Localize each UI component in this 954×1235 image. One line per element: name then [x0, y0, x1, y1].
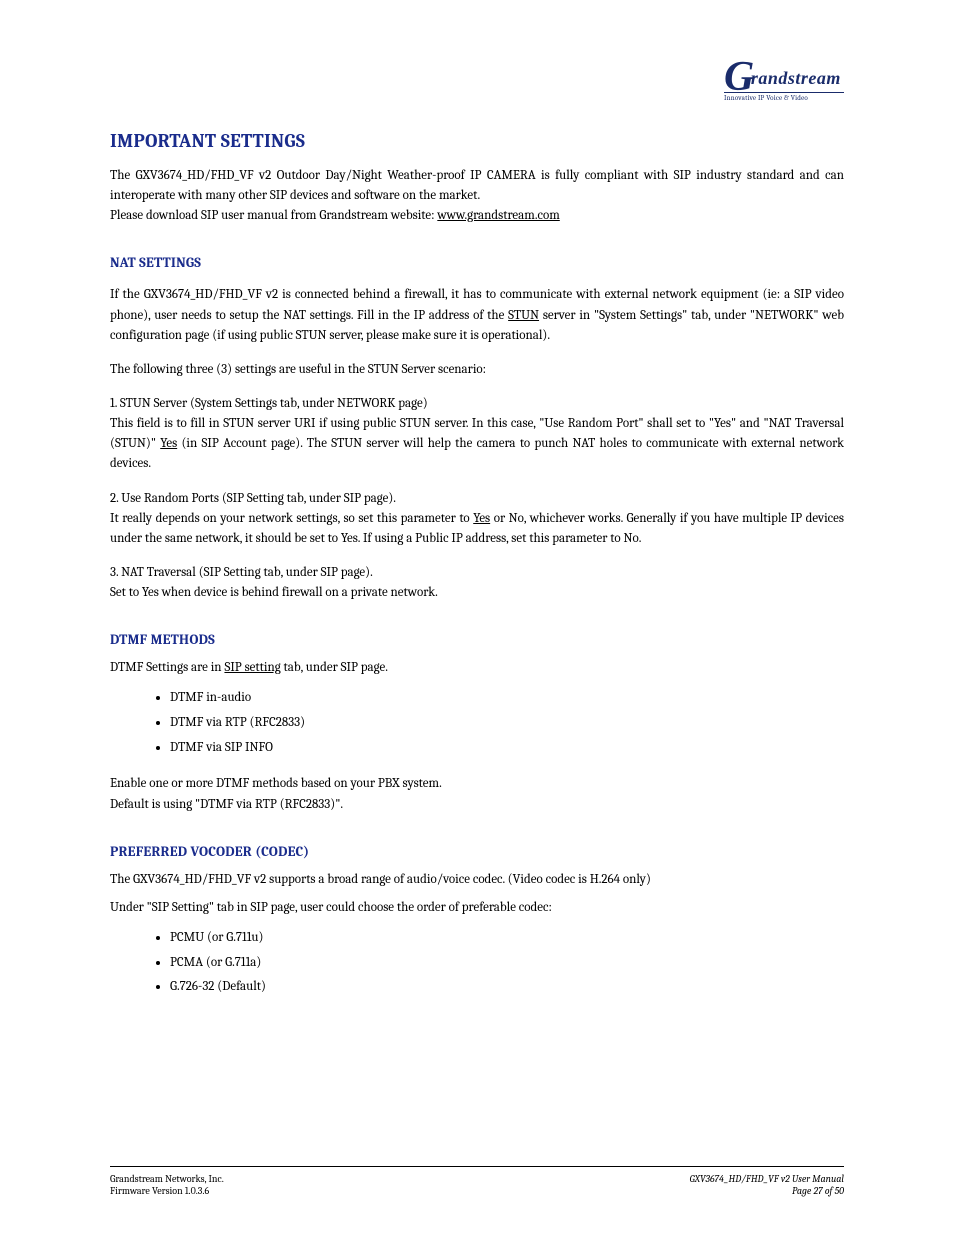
footer-firmware: Firmware Version 1.0.3.6 — [110, 1185, 209, 1197]
nat-p2: The following three (3) settings are use… — [110, 360, 844, 380]
list-item: PCMU (or G.711u) — [170, 926, 844, 951]
nat-p3-b: (in SIP Account page). The STUN server w… — [110, 436, 844, 471]
dtmf-p1-a: DTMF Settings are in — [110, 660, 224, 675]
intro-paragraph: The GXV3674_HD/FHD_VF v2 Outdoor Day/Nig… — [110, 166, 844, 226]
nat-item-1: 1. STUN Server (System Settings tab, und… — [110, 394, 844, 475]
intro-text-b: Please download SIP user manual from Gra… — [110, 208, 437, 223]
nat-item-2: 2. Use Random Ports (SIP Setting tab, un… — [110, 489, 844, 549]
dtmf-p1-b: tab, under SIP page. — [281, 660, 388, 675]
list-item: DTMF in-audio — [170, 686, 844, 711]
nat-item-3: 3. NAT Traversal (SIP Setting tab, under… — [110, 563, 844, 603]
nat-p1: If the GXV3674_HD/FHD_VF v2 is connected… — [110, 285, 844, 345]
list-item: PCMA (or G.711a) — [170, 951, 844, 976]
logo-initial: G — [724, 56, 755, 98]
list-item: DTMF via SIP INFO — [170, 736, 844, 761]
heading-nat-settings: NAT SETTINGS — [110, 254, 844, 271]
footer-company: Grandstream Networks, Inc. — [110, 1173, 224, 1185]
page-footer: Grandstream Networks, Inc. GXV3674_HD/FH… — [110, 1166, 844, 1197]
footer-page-prefix: Page — [792, 1185, 813, 1197]
vocoder-p1: The GXV3674_HD/FHD_VF v2 supports a broa… — [110, 870, 844, 890]
vocoder-p2: Under "SIP Setting" tab in SIP page, use… — [110, 898, 844, 918]
dtmf-note: Enable one or more DTMF methods based on… — [110, 774, 844, 814]
intro-text-a: The GXV3674_HD/FHD_VF v2 Outdoor Day/Nig… — [110, 168, 844, 203]
footer-page-number: 27 — [813, 1185, 822, 1197]
footer-doc-title: GXV3674_HD/FHD_VF v2 User Manual — [690, 1173, 844, 1185]
footer-page-indicator: Page 27 of 50 — [792, 1185, 844, 1197]
dtmf-intro: DTMF Settings are in SIP setting tab, un… — [110, 658, 844, 678]
heading-preferred-vocoder: PREFERRED VOCODER (CODEC) — [110, 843, 844, 860]
nat-p3-yes: Yes — [160, 436, 177, 451]
nat-p4-yes: Yes — [473, 511, 490, 526]
list-item: DTMF via RTP (RFC2833) — [170, 711, 844, 736]
dtmf-sip-link: SIP setting — [224, 660, 280, 675]
list-item: G.726-32 (Default) — [170, 975, 844, 1000]
logo-brand-tail: randstream — [751, 68, 841, 88]
heading-dtmf-methods: DTMF METHODS — [110, 631, 844, 648]
heading-important-settings: IMPORTANT SETTINGS — [110, 130, 844, 152]
vocoder-list: PCMU (or G.711u) PCMA (or G.711a) G.726-… — [170, 926, 844, 1000]
document-page: Grandstream Innovative IP Voice & Video … — [0, 0, 954, 1235]
footer-page-suffix: of 50 — [823, 1185, 845, 1197]
nat-p4-a: 2. Use Random Ports (SIP Setting tab, un… — [110, 491, 473, 526]
footer-row-1: Grandstream Networks, Inc. GXV3674_HD/FH… — [110, 1173, 844, 1185]
dtmf-list: DTMF in-audio DTMF via RTP (RFC2833) DTM… — [170, 686, 844, 760]
footer-row-2: Firmware Version 1.0.3.6 Page 27 of 50 — [110, 1185, 844, 1197]
grandstream-link[interactable]: www.grandstream.com — [437, 208, 559, 223]
nat-stun-term: STUN — [508, 308, 539, 323]
logo-wordmark: Grandstream — [724, 50, 844, 92]
brand-logo: Grandstream Innovative IP Voice & Video — [724, 50, 844, 102]
